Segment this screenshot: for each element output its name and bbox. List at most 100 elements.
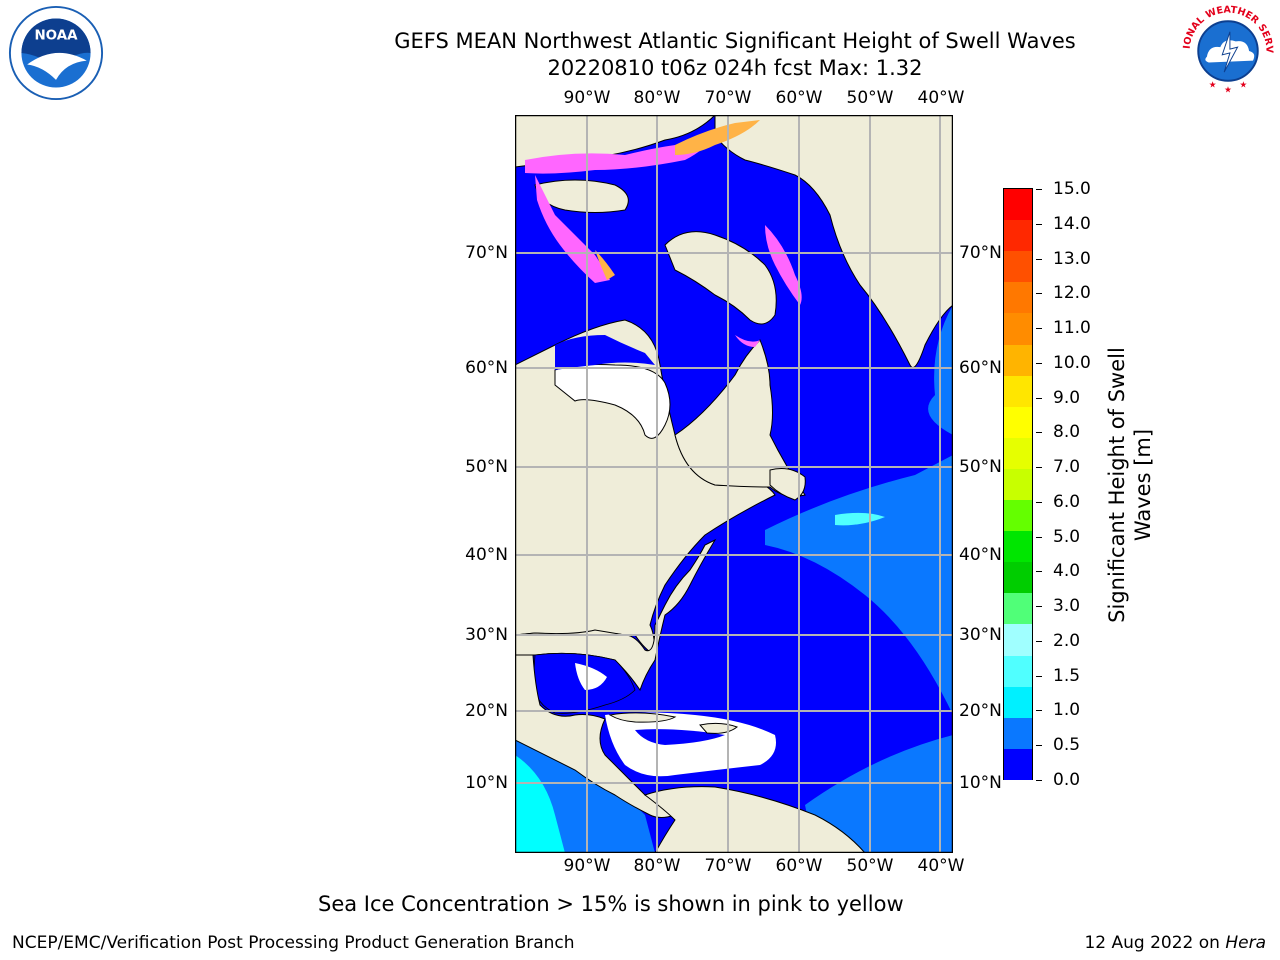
lon-label-top-70w: 70°W	[704, 88, 752, 108]
sea-ice-5	[595, 250, 615, 280]
colorbar-tick-label: 11.0	[1053, 318, 1091, 339]
colorbar-tick-label: 1.0	[1053, 700, 1081, 721]
colorbar-tick	[1036, 467, 1042, 469]
colorbar-bin	[1004, 344, 1032, 377]
lat-label-right-50n: 50°N	[959, 457, 1002, 477]
sea-ice-footnote: Sea Ice Concentration > 15% is shown in …	[318, 892, 904, 916]
noaa-logo-text: NOAA	[34, 29, 78, 44]
colorbar-tick	[1036, 223, 1042, 225]
colorbar-title-line-1: Significant Height of Swell	[1105, 347, 1129, 623]
sea-ice-3	[675, 120, 760, 155]
colorbar-tick	[1036, 640, 1042, 642]
colorbar-tick	[1036, 571, 1042, 573]
sea-ice-2	[535, 175, 610, 283]
colorbar-bin	[1004, 406, 1032, 439]
lat-label-right-20n: 20°N	[959, 701, 1002, 721]
lon-label-top-90w: 90°W	[563, 88, 611, 108]
colorbar-bin	[1004, 562, 1032, 594]
chart-title: GEFS MEAN Northwest Atlantic Significant…	[360, 28, 1110, 82]
colorbar-tick-label: 4.0	[1053, 561, 1081, 582]
colorbar-tick-label: 1.5	[1053, 665, 1081, 686]
svg-text:★: ★	[1240, 80, 1248, 90]
lon-label-top-50w: 50°W	[846, 88, 894, 108]
credit-left: NCEP/EMC/Verification Post Processing Pr…	[12, 933, 575, 953]
colorbar-tick	[1036, 189, 1042, 190]
colorbar-bin	[1004, 189, 1032, 221]
colorbar-tick-label: 6.0	[1053, 491, 1081, 512]
swell-zone-south	[805, 735, 953, 853]
lon-label-bottom-80w: 80°W	[633, 856, 681, 876]
sea-ice-4	[765, 225, 802, 305]
lon-label-bottom-70w: 70°W	[704, 856, 752, 876]
colorbar-tick	[1036, 432, 1042, 434]
colorbar-bin	[1004, 313, 1032, 345]
colorbar-tick	[1036, 606, 1042, 608]
colorbar-tick-label: 0.0	[1053, 770, 1081, 790]
gulf-nodata	[575, 663, 607, 690]
lon-label-bottom-60w: 60°W	[775, 856, 823, 876]
lat-label-left-10n: 10°N	[465, 773, 508, 793]
colorbar-tick-label: 3.0	[1053, 596, 1081, 617]
colorbar-bin	[1004, 282, 1032, 314]
credit-right: 12 Aug 2022 on Hera	[1084, 933, 1266, 953]
colorbar-bin	[1004, 375, 1032, 408]
sea-ice-1	[525, 135, 715, 174]
lat-label-right-10n: 10°N	[959, 773, 1002, 793]
lat-label-right-70n: 70°N	[959, 243, 1002, 263]
land-newfoundland	[769, 468, 806, 501]
land-arctic-island-2	[534, 179, 629, 213]
lat-label-left-40n: 40°N	[465, 545, 508, 565]
colorbar-tick-label: 12.0	[1053, 283, 1091, 304]
colorbar-bin	[1004, 717, 1032, 750]
colorbar-tick	[1036, 328, 1042, 330]
land-usa-east	[515, 538, 717, 692]
credit-date: 12 Aug 2022 on	[1084, 933, 1226, 953]
land-baffin	[664, 231, 777, 325]
colorbar-bin	[1004, 500, 1032, 532]
colorbar-title: Significant Height of Swell Waves [m]	[1104, 285, 1156, 685]
colorbar-tick	[1036, 675, 1042, 677]
sea-ice-6	[735, 335, 760, 347]
lat-label-left-50n: 50°N	[465, 457, 508, 477]
colorbar-tick	[1036, 745, 1042, 747]
colorbar-tick	[1036, 710, 1042, 712]
credit-host: Hera	[1225, 933, 1266, 953]
colorbar-bin	[1004, 251, 1032, 283]
lon-label-bottom-90w: 90°W	[563, 856, 611, 876]
colorbar-tick	[1036, 501, 1042, 503]
graticule	[515, 115, 953, 853]
colorbar-tick-label: 13.0	[1053, 248, 1091, 269]
lat-label-left-20n: 20°N	[465, 701, 508, 721]
hudson-bay-nodata	[554, 364, 671, 439]
colorbar-bin	[1004, 624, 1032, 657]
colorbar-tick	[1036, 258, 1042, 260]
colorbar-bin	[1004, 593, 1032, 625]
land-south-america	[643, 786, 866, 853]
colorbar-tick	[1036, 397, 1042, 399]
wave-height-map	[515, 115, 953, 853]
colorbar-tick	[1036, 293, 1042, 295]
noaa-logo: NOAA	[8, 5, 104, 101]
title-line-1: GEFS MEAN Northwest Atlantic Significant…	[394, 29, 1076, 53]
svg-text:★: ★	[1224, 85, 1232, 95]
colorbar-tick	[1036, 362, 1042, 364]
title-line-2: 20220810 t06z 024h fcst Max: 1.32	[547, 56, 923, 80]
colorbar-tick-label: 14.0	[1053, 213, 1091, 234]
lat-label-left-30n: 30°N	[465, 625, 508, 645]
swell-zone-pacific-high	[515, 755, 565, 853]
lon-label-top-60w: 60°W	[775, 88, 823, 108]
lat-label-right-40n: 40°N	[959, 545, 1002, 565]
colorbar-tick-label: 2.0	[1053, 630, 1081, 651]
colorbar	[1003, 188, 1033, 781]
swell-peak-1	[835, 512, 885, 526]
map-frame	[515, 115, 953, 853]
land-greenland	[714, 115, 953, 368]
lat-label-left-70n: 70°N	[465, 243, 508, 263]
svg-text:★: ★	[1209, 80, 1217, 90]
colorbar-tick-label: 15.0	[1053, 179, 1091, 199]
lat-label-right-60n: 60°N	[959, 358, 1002, 378]
land-labrador	[674, 339, 806, 497]
lat-label-right-30n: 30°N	[959, 625, 1002, 645]
lon-label-top-80w: 80°W	[633, 88, 681, 108]
colorbar-bin	[1004, 468, 1032, 501]
